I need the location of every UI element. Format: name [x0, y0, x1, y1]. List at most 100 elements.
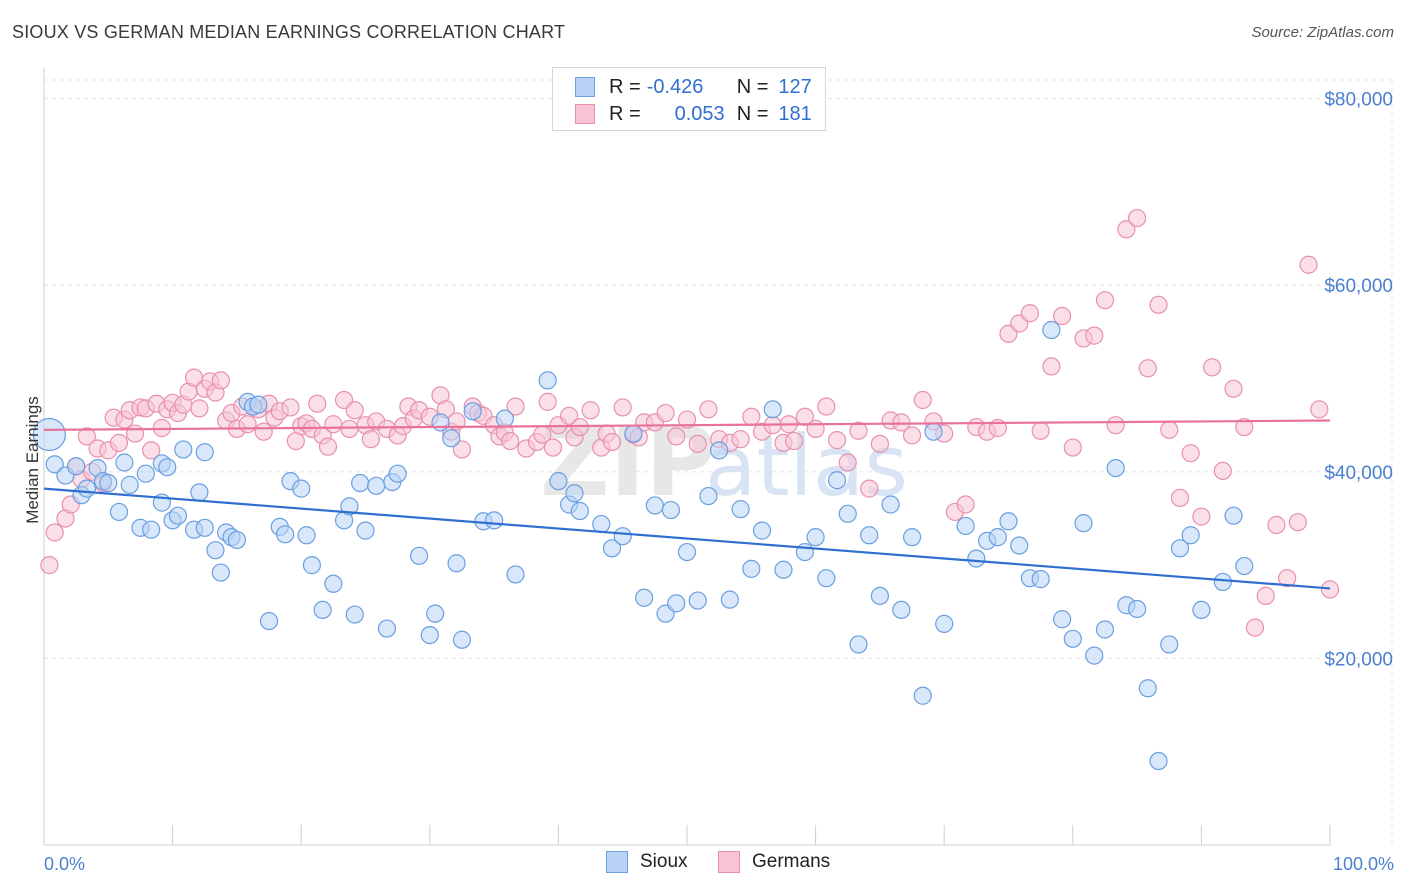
tick-labels: $20,000 $40,000 $60,000 $80,000 0.0% 100.0% — [44, 90, 1394, 874]
data-point-germans — [190, 399, 209, 418]
data-point-sioux — [32, 417, 66, 452]
data-point-sioux — [1031, 570, 1050, 589]
chart-title: SIOUX VS GERMAN MEDIAN EARNINGS CORRELAT… — [12, 22, 566, 42]
data-point-sioux — [1192, 600, 1211, 620]
series-germans — [40, 208, 1340, 637]
data-point-germans — [870, 434, 890, 453]
data-point-sioux — [67, 457, 86, 476]
data-point-sioux — [710, 441, 729, 460]
data-point-sioux — [276, 525, 295, 544]
data-point-sioux — [142, 520, 161, 539]
data-point-germans — [699, 400, 718, 419]
n-value: 181 — [778, 102, 812, 125]
data-point-germans — [817, 397, 836, 416]
data-point-sioux — [827, 471, 847, 490]
data-point-germans — [1138, 359, 1157, 378]
data-point-sioux — [136, 464, 155, 483]
data-point-sioux — [190, 483, 209, 502]
data-point-sioux — [624, 424, 643, 443]
data-point-sioux — [565, 484, 584, 503]
data-point-sioux — [340, 497, 359, 516]
data-point-sioux — [313, 600, 332, 620]
data-point-sioux — [635, 588, 654, 607]
data-point-sioux — [538, 371, 557, 390]
data-point-sioux — [1095, 620, 1115, 639]
data-point-sioux — [409, 546, 429, 565]
data-point-sioux — [426, 604, 445, 623]
data-point-sioux — [849, 635, 868, 654]
data-point-germans — [731, 430, 750, 449]
data-point-germans — [1181, 444, 1200, 463]
n-label: N = — [736, 102, 769, 125]
data-point-germans — [1256, 586, 1275, 606]
data-point-sioux — [211, 563, 230, 582]
data-point-sioux — [302, 556, 322, 575]
legend-item-germans: Germans — [718, 851, 830, 873]
data-point-sioux — [206, 541, 225, 560]
legend-label-germans: Germans — [752, 851, 831, 872]
data-point-germans — [238, 415, 257, 434]
data-point-sioux — [602, 539, 622, 558]
source-label: Source: ZipAtlas.com — [1251, 24, 1394, 41]
data-point-sioux — [1074, 514, 1093, 533]
data-point-sioux — [485, 511, 504, 530]
data-point-sioux — [388, 464, 407, 483]
germans-swatch — [575, 104, 595, 124]
data-point-sioux — [1170, 539, 1190, 558]
data-point-sioux — [988, 528, 1007, 547]
x-tick-label-max: 100.0% — [1333, 854, 1394, 874]
data-point-germans — [1310, 400, 1329, 419]
data-point-sioux — [377, 619, 397, 638]
legend-row-sioux: R = -0.426 N = 127 — [575, 74, 812, 100]
data-point-sioux — [463, 402, 482, 421]
data-point-germans — [602, 432, 622, 452]
data-point-sioux — [259, 611, 279, 631]
data-point-sioux — [1138, 679, 1157, 698]
data-point-sioux — [967, 549, 986, 568]
data-point-sioux — [195, 518, 214, 537]
data-point-germans — [1288, 513, 1307, 532]
data-point-sioux — [667, 594, 686, 613]
data-point-sioux — [356, 521, 375, 540]
data-point-germans — [340, 419, 359, 439]
data-point-sioux — [661, 500, 681, 520]
data-point-germans — [1031, 421, 1050, 440]
data-point-sioux — [935, 614, 954, 633]
data-point-germans — [1127, 208, 1147, 228]
data-point-germans — [1160, 420, 1179, 439]
data-point-sioux — [613, 527, 632, 546]
data-point-germans — [1020, 304, 1040, 323]
data-point-sioux — [913, 686, 932, 705]
data-point-sioux — [956, 516, 975, 536]
data-point-germans — [1170, 488, 1190, 508]
data-point-germans — [318, 437, 338, 456]
data-point-germans — [902, 426, 922, 445]
data-point-sioux — [1010, 536, 1029, 555]
y-tick-label: $80,000 — [1324, 90, 1393, 111]
data-point-sioux — [158, 458, 177, 477]
data-point-germans — [1052, 306, 1072, 326]
data-point-sioux — [1149, 751, 1168, 771]
data-point-sioux — [688, 591, 707, 610]
data-point-germans — [1106, 416, 1125, 435]
data-point-germans — [254, 422, 273, 441]
data-point-germans — [452, 440, 472, 459]
data-point-sioux — [227, 530, 246, 550]
data-point-sioux — [1052, 610, 1072, 629]
data-point-sioux — [645, 496, 664, 515]
trend-lines — [43, 419, 1331, 590]
data-point-sioux — [115, 453, 134, 472]
data-point-sioux — [1106, 458, 1125, 478]
data-point-sioux — [195, 443, 214, 462]
data-point-sioux — [999, 512, 1018, 531]
data-point-germans — [211, 371, 230, 390]
data-point-sioux — [174, 440, 193, 459]
data-point-germans — [913, 390, 932, 410]
data-point-germans — [125, 424, 145, 443]
legend-label-sioux: Sioux — [640, 851, 688, 872]
y-axis-label: Median Earnings — [23, 396, 42, 524]
data-point-germans — [892, 413, 911, 432]
data-point-sioux — [351, 473, 370, 493]
r-label: R = — [609, 102, 641, 125]
data-point-sioux — [817, 569, 836, 588]
